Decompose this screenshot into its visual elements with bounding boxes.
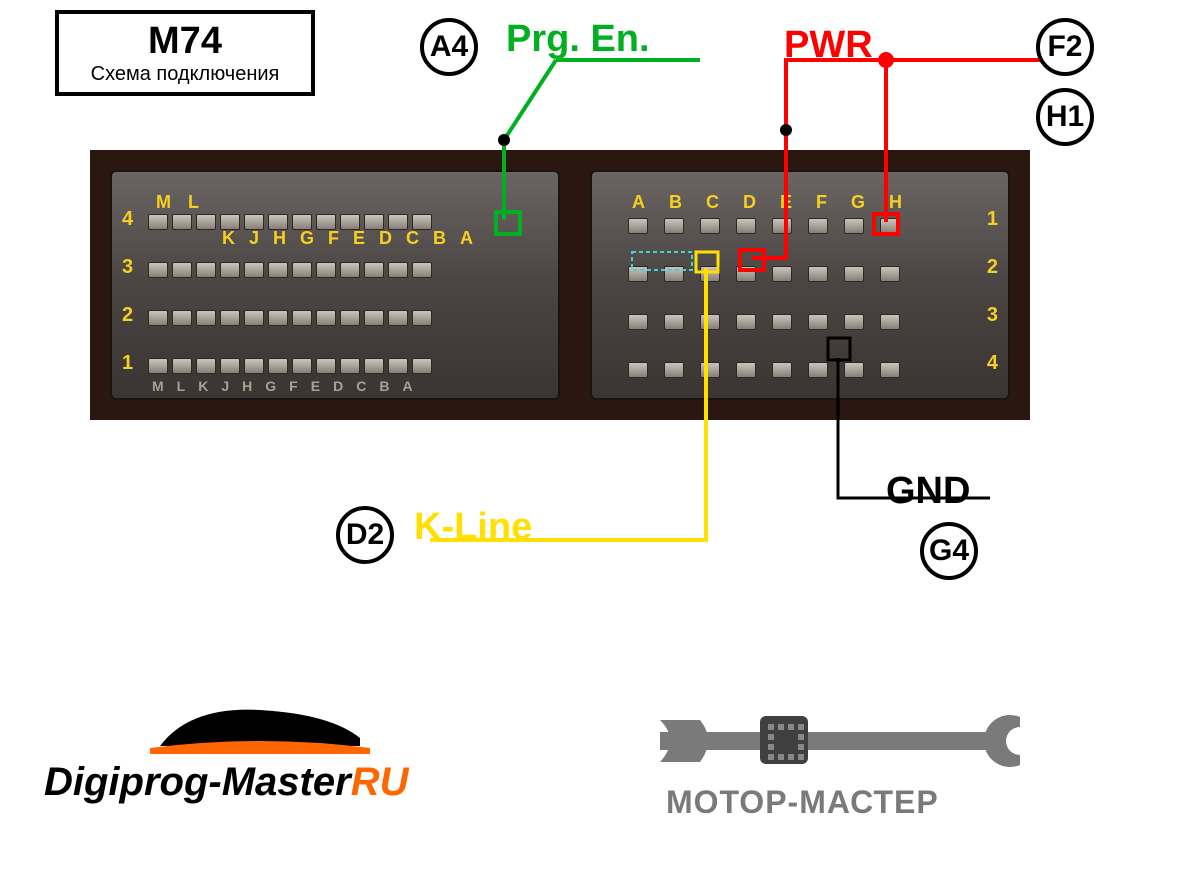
- rownum-r3: 3: [987, 304, 998, 327]
- digiprog-car-icon: [150, 696, 370, 761]
- rownum-l3: 3: [122, 256, 133, 279]
- bl-g: G: [265, 378, 276, 394]
- bl-e: E: [311, 378, 320, 394]
- pins-l-r3: [148, 262, 432, 278]
- rownum-r4: 4: [987, 352, 998, 375]
- ml-j: J: [249, 228, 259, 249]
- ml-g: G: [300, 228, 314, 249]
- tr-f: F: [816, 192, 827, 213]
- col-l-m: M: [156, 192, 171, 213]
- rownum-r2: 2: [987, 256, 998, 279]
- label-kline: K-Line: [414, 506, 532, 549]
- bl-m: M: [152, 378, 164, 394]
- col-l-l: L: [188, 192, 199, 213]
- ml-k: K: [222, 228, 235, 249]
- ml-a: A: [460, 228, 473, 249]
- pins-l-r2: [148, 310, 432, 326]
- pins-r-r1: [628, 218, 900, 234]
- pins-r-r4: [628, 362, 900, 378]
- rownum-l2: 2: [122, 304, 133, 327]
- bl-a: A: [402, 378, 412, 394]
- pins-l-r4: [148, 214, 432, 230]
- connector-photo: 4 3 2 1 M L K J H G F E D C B A M L K J: [90, 150, 1030, 420]
- pins-r-r3: [628, 314, 900, 330]
- bl-f: F: [289, 378, 298, 394]
- rownum-l4: 4: [122, 208, 133, 231]
- mid-letters-left: K J H G F E D C B A: [222, 228, 473, 249]
- connector-right: 1 2 3 4 A B C D E F G H: [590, 170, 1010, 400]
- bl-c: C: [356, 378, 366, 394]
- digiprog-text: Digiprog-Master: [44, 760, 351, 804]
- label-gnd: GND: [886, 470, 970, 513]
- motor-wrench-icon: [660, 700, 1020, 785]
- tr-d: D: [743, 192, 756, 213]
- tr-e: E: [780, 192, 792, 213]
- ml-d: D: [379, 228, 392, 249]
- pin-circle-g4: G4: [920, 522, 978, 580]
- tr-c: C: [706, 192, 719, 213]
- ml-h: H: [273, 228, 286, 249]
- ml-e: E: [353, 228, 365, 249]
- label-pwr: PWR: [784, 24, 873, 67]
- pin-circle-d2: D2: [336, 506, 394, 564]
- bl-h: H: [242, 378, 252, 394]
- connector-left: 4 3 2 1 M L K J H G F E D C B A M L K J: [110, 170, 560, 400]
- tr-h: H: [889, 192, 902, 213]
- bl-l: L: [177, 378, 186, 394]
- tr-g: G: [851, 192, 865, 213]
- tr-a: A: [632, 192, 645, 213]
- title-sub: Схема подключения: [77, 63, 293, 86]
- bl-b: B: [379, 378, 389, 394]
- ml-f: F: [328, 228, 339, 249]
- digiprog-ru: RU: [351, 760, 409, 804]
- tr-b: B: [669, 192, 682, 213]
- label-prg-en: Prg. En.: [506, 18, 650, 61]
- bl-j: J: [221, 378, 229, 394]
- bl-k: K: [198, 378, 208, 394]
- bl-d: D: [333, 378, 343, 394]
- ml-b: B: [433, 228, 446, 249]
- title-box: M74 Схема подключения: [55, 10, 315, 96]
- pin-circle-a4: A4: [420, 18, 478, 76]
- rownum-r1: 1: [987, 208, 998, 231]
- pin-circle-h1: H1: [1036, 88, 1094, 146]
- pins-r-r2: [628, 266, 900, 282]
- motor-master-logo: МОТОР-МАСТЕР: [666, 784, 939, 821]
- title-main: M74: [77, 20, 293, 63]
- pins-l-r1: [148, 358, 432, 374]
- bottom-letters-left: M L K J H G F E D C B A: [152, 378, 413, 394]
- rownum-l1: 1: [122, 352, 133, 375]
- digiprog-logo: Digiprog-MasterRU: [44, 760, 408, 805]
- top-letters-right: A B C D E F G H: [632, 192, 902, 213]
- pin-circle-f2: F2: [1036, 18, 1094, 76]
- ml-c: C: [406, 228, 419, 249]
